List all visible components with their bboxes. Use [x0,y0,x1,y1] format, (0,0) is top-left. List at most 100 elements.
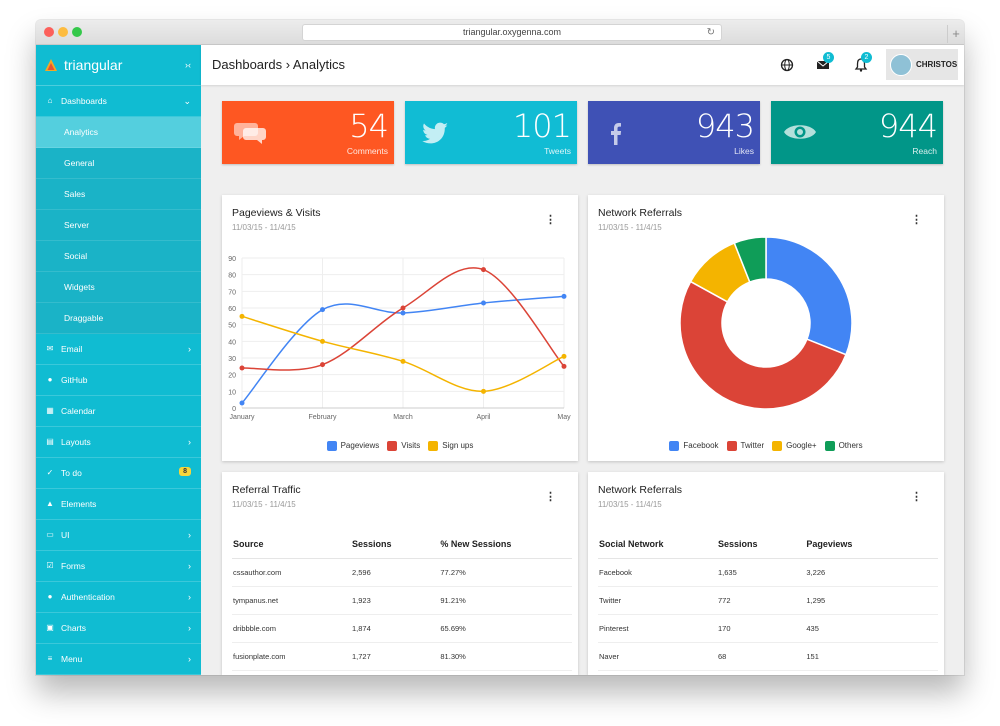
sidebar-item-layouts[interactable]: ▤ Layouts › [36,427,201,458]
school-icon: ▲ [46,499,54,508]
legend-item[interactable]: Pageviews [326,441,379,451]
sidebar-item-authentication[interactable]: ● Authentication › [36,582,201,613]
menu-icon: ≡ [47,654,53,663]
column-header[interactable]: Pageviews [805,530,938,559]
new-tab-button[interactable]: + [947,25,964,43]
mail-button[interactable]: 5 [815,52,834,73]
stat-label: Likes [734,146,754,156]
stat-value: 944 [878,107,938,145]
sidebar-item-server[interactable]: Server [36,210,201,241]
table-cell: 1,635 [717,558,806,587]
column-header[interactable]: Source [232,530,351,559]
user-menu[interactable]: CHRISTOS [886,49,958,80]
column-header[interactable]: Social Network [598,530,717,559]
data-point [561,293,567,299]
calendar-icon: ▦ [46,406,54,415]
more-vert-icon[interactable]: ⋮ [545,214,556,226]
table-row: dribbble.com 1,874 65.69% [232,614,572,643]
globe-icon[interactable] [779,57,795,73]
card-title: Network Referrals [598,207,683,219]
sidebar-item-label: Elements [61,499,97,509]
forms-icon: ☑ [46,561,54,570]
donut-slice-others[interactable] [733,236,767,284]
y-tick-label: 0 [232,406,236,413]
reload-icon[interactable]: ↻ [706,27,715,38]
y-tick-label: 50 [228,323,236,330]
data-point [481,267,486,273]
table-cell: 1,923 [351,586,440,615]
donut-slice-twitter[interactable] [679,280,847,410]
brand[interactable]: triangular ›‹ [36,45,201,86]
minimize-window-button[interactable] [58,27,68,37]
legend-item[interactable]: Google+ [772,441,817,451]
sidebar-item-draggable[interactable]: Draggable [36,303,201,334]
legend-item[interactable]: Visits [387,441,420,451]
column-header[interactable]: % New Sessions [439,530,572,559]
network-referrals-table: Social Network Sessions Pageviews Facebook 1… [598,530,938,675]
sidebar-item-widgets[interactable]: Widgets [36,272,201,303]
sidebar-item-social[interactable]: Social [36,241,201,272]
close-window-button[interactable] [44,27,54,37]
sidebar-item-label: Social [64,251,88,261]
collapse-sidebar-icon[interactable]: ›‹ [185,60,191,70]
sidebar-item-email[interactable]: ✉ Email › [36,334,201,365]
sidebar-item-dashboards[interactable]: ⌂ Dashboards ⌄ [36,86,201,117]
more-vert-icon[interactable]: ⋮ [911,214,922,226]
legend-item[interactable]: Facebook [669,441,719,451]
chevron-right-icon: › [188,530,191,540]
data-point [320,338,325,344]
sidebar-item-forms[interactable]: ☑ Forms › [36,551,201,582]
card-title: Network Referrals [598,484,683,496]
legend-item[interactable]: Twitter [726,441,764,451]
stat-value: 943 [695,107,755,145]
notification-count-badge: 2 [861,52,872,63]
data-point [239,313,245,319]
table-row: fusionplate.com 1,727 81.30% [232,642,572,671]
sidebar-item-label: Layouts [61,437,91,447]
y-tick-label: 20 [228,373,236,380]
sidebar-item-charts[interactable]: ▣ Charts › [36,613,201,644]
sidebar-item-calendar[interactable]: ▦ Calendar [36,396,201,427]
table-cell: 772 [717,586,806,615]
todo-count-badge: 8 [179,467,191,476]
maximize-window-button[interactable] [72,27,82,37]
sidebar-item-elements[interactable]: ▲ Elements [36,489,201,520]
sidebar-item-ui[interactable]: ▭ UI › [36,520,201,551]
sidebar-item-to-do[interactable]: ✓ To do 8 [36,458,201,489]
y-tick-label: 80 [228,273,236,280]
sidebar-item-github[interactable]: ● GitHub [36,365,201,396]
mail-icon: ✉ [46,344,54,353]
column-header[interactable]: Sessions [351,530,440,559]
legend-item[interactable]: Others [824,441,863,451]
sidebar-item-menu[interactable]: ≡ Menu › [36,644,201,675]
chevron-right-icon: › [188,654,191,664]
sidebar-item-sales[interactable]: Sales [36,179,201,210]
donut-slice-facebook[interactable] [765,236,853,356]
table-row: tympanus.net 1,923 91.21% [232,586,572,615]
sidebar-item-general[interactable]: General [36,148,201,179]
legend-item[interactable]: Sign ups [428,441,473,451]
legend-swatch [772,441,783,451]
data-point [400,358,406,364]
column-header[interactable]: Sessions [717,530,806,559]
x-tick-label: January [230,414,255,421]
sidebar-item-label: Menu [61,654,83,664]
more-vert-icon[interactable]: ⋮ [911,491,922,503]
table-row: Naver 68 151 [598,642,938,671]
sidebar-item-analytics[interactable]: Analytics [36,117,201,148]
table-cell: 68 [717,642,806,671]
more-vert-icon[interactable]: ⋮ [545,491,556,503]
line-chart-legend: Pageviews Visits Sign ups [222,441,578,451]
address-bar[interactable]: triangular.oxygenna.com ↻ [302,24,722,41]
avatar [890,53,912,76]
legend-label: Others [838,441,863,451]
notifications-button[interactable]: 2 [853,52,872,73]
twitter-icon [422,122,448,144]
chevron-down-icon: ⌄ [183,95,191,106]
eye-icon [784,125,816,139]
table-row: Blogger67175 [598,670,938,675]
card-date-range: 11/03/15 - 11/4/15 [598,223,662,232]
legend-swatch [824,441,835,451]
network-referrals-chart-card: Network Referrals 11/03/15 - 11/4/15 ⋮ F… [588,195,944,461]
